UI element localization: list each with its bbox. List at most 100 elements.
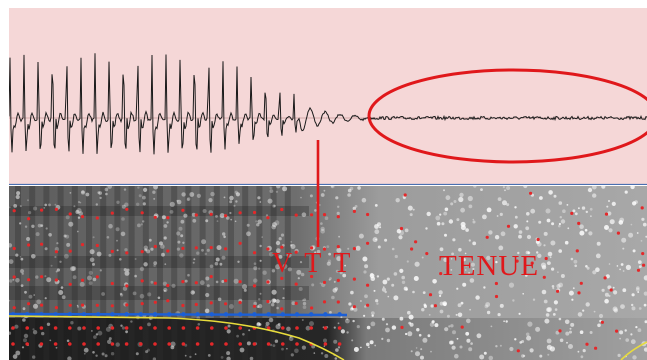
formant-band: [9, 286, 309, 300]
formant-dot: [238, 241, 242, 245]
speckle-dot: [560, 219, 566, 224]
speckle-dot: [148, 238, 152, 242]
speckle-dot: [430, 350, 432, 353]
speckle-dot: [631, 303, 634, 307]
speckle-dot: [226, 351, 231, 356]
speckle-dot: [324, 354, 329, 358]
speckle-dot: [315, 236, 320, 241]
speckle-dot: [475, 295, 480, 300]
speckle-dot: [333, 280, 336, 283]
speckle-dot: [530, 208, 536, 214]
speckle-dot: [338, 235, 340, 238]
speckle-dot: [619, 217, 625, 223]
speckle-dot: [152, 190, 156, 194]
formant-dot: [54, 250, 59, 254]
speckle-dot: [126, 268, 130, 272]
speckle-dot: [219, 262, 223, 266]
speckle-dot: [451, 252, 454, 256]
formant-dot: [266, 326, 271, 330]
speckle-dot: [356, 325, 360, 329]
speckle-dot: [541, 265, 547, 270]
speckle-dot: [77, 216, 81, 219]
speckle-dot: [147, 348, 150, 352]
speckle-dot: [560, 274, 565, 278]
waveform-panel: [9, 8, 647, 185]
speckle-dot: [484, 304, 489, 309]
speckle-dot: [357, 186, 361, 190]
speckle-dot: [323, 345, 326, 347]
speckle-dot: [358, 233, 364, 239]
speckle-dot: [421, 256, 424, 259]
speckle-dot: [495, 345, 498, 348]
voicing-stripe: [71, 186, 78, 360]
speckle-dot: [256, 305, 260, 308]
speckle-dot: [420, 348, 423, 351]
speckle-dot: [423, 303, 427, 307]
speckle-dot: [376, 275, 380, 278]
formant-dot: [110, 342, 115, 346]
speckle-dot: [33, 206, 38, 211]
speckle-dot: [363, 314, 366, 317]
formant-dot: [322, 280, 327, 284]
speckle-dot: [214, 261, 219, 266]
speckle-dot: [166, 221, 169, 224]
speckle-dot: [157, 296, 161, 300]
speckle-dot: [301, 345, 306, 350]
speckle-dot: [65, 215, 70, 220]
formant-dot: [252, 284, 257, 288]
speckle-dot: [579, 224, 584, 229]
formant-dot: [68, 342, 72, 346]
speckle-dot: [611, 201, 616, 206]
speckle-dot: [226, 329, 231, 334]
speckle-dot: [46, 322, 51, 326]
formant-dot: [266, 280, 270, 284]
speckle-dot: [178, 226, 183, 231]
speckle-dot: [541, 289, 547, 295]
speckle-dot: [186, 197, 191, 201]
speckle-dot: [215, 257, 220, 262]
speckle-dot: [147, 322, 151, 327]
formant-dot: [12, 306, 16, 310]
speckle-dot: [592, 270, 597, 275]
speckle-dot: [193, 258, 196, 261]
pitch-curve: [9, 315, 345, 360]
formant-dot: [309, 326, 314, 330]
speckle-dot: [425, 227, 428, 230]
speckle-dot: [319, 282, 322, 285]
speckle-dot: [226, 356, 231, 360]
speckle-dot: [444, 327, 449, 332]
formant-dot: [403, 193, 407, 197]
speckle-dot: [391, 247, 395, 251]
speckle-dot: [375, 299, 379, 303]
speckle-dot: [337, 205, 340, 208]
speckle-dot: [121, 204, 126, 209]
speckle-dot: [120, 231, 126, 237]
speckle-dot: [54, 255, 57, 259]
speckle-dot: [92, 262, 95, 266]
speckle-dot: [56, 242, 59, 245]
voicing-stripe: [43, 186, 50, 360]
speckle-dot: [545, 313, 550, 317]
speckle-dot: [323, 338, 327, 343]
speckle-dot: [309, 194, 313, 198]
speckle-dot: [450, 269, 453, 271]
speckle-dot: [159, 241, 163, 246]
speckle-dot: [55, 346, 58, 349]
speckle-dot: [597, 323, 601, 328]
speckle-dot: [371, 314, 374, 317]
speckle-dot: [635, 326, 638, 329]
formant-dot: [140, 279, 144, 283]
speckle-dot: [465, 264, 467, 267]
speckle-dot: [499, 344, 502, 347]
speckle-dot: [32, 328, 35, 331]
speckle-dot: [443, 211, 448, 216]
speckle-dot: [229, 200, 233, 204]
speckle-dot: [391, 283, 395, 287]
speckle-dot: [584, 228, 588, 232]
speckle-dot: [422, 337, 428, 343]
speckle-dot: [635, 287, 640, 292]
speckle-dot: [75, 210, 80, 214]
speckle-dot: [115, 227, 120, 232]
speckle-dot: [571, 298, 574, 301]
speckle-dot: [144, 248, 148, 252]
